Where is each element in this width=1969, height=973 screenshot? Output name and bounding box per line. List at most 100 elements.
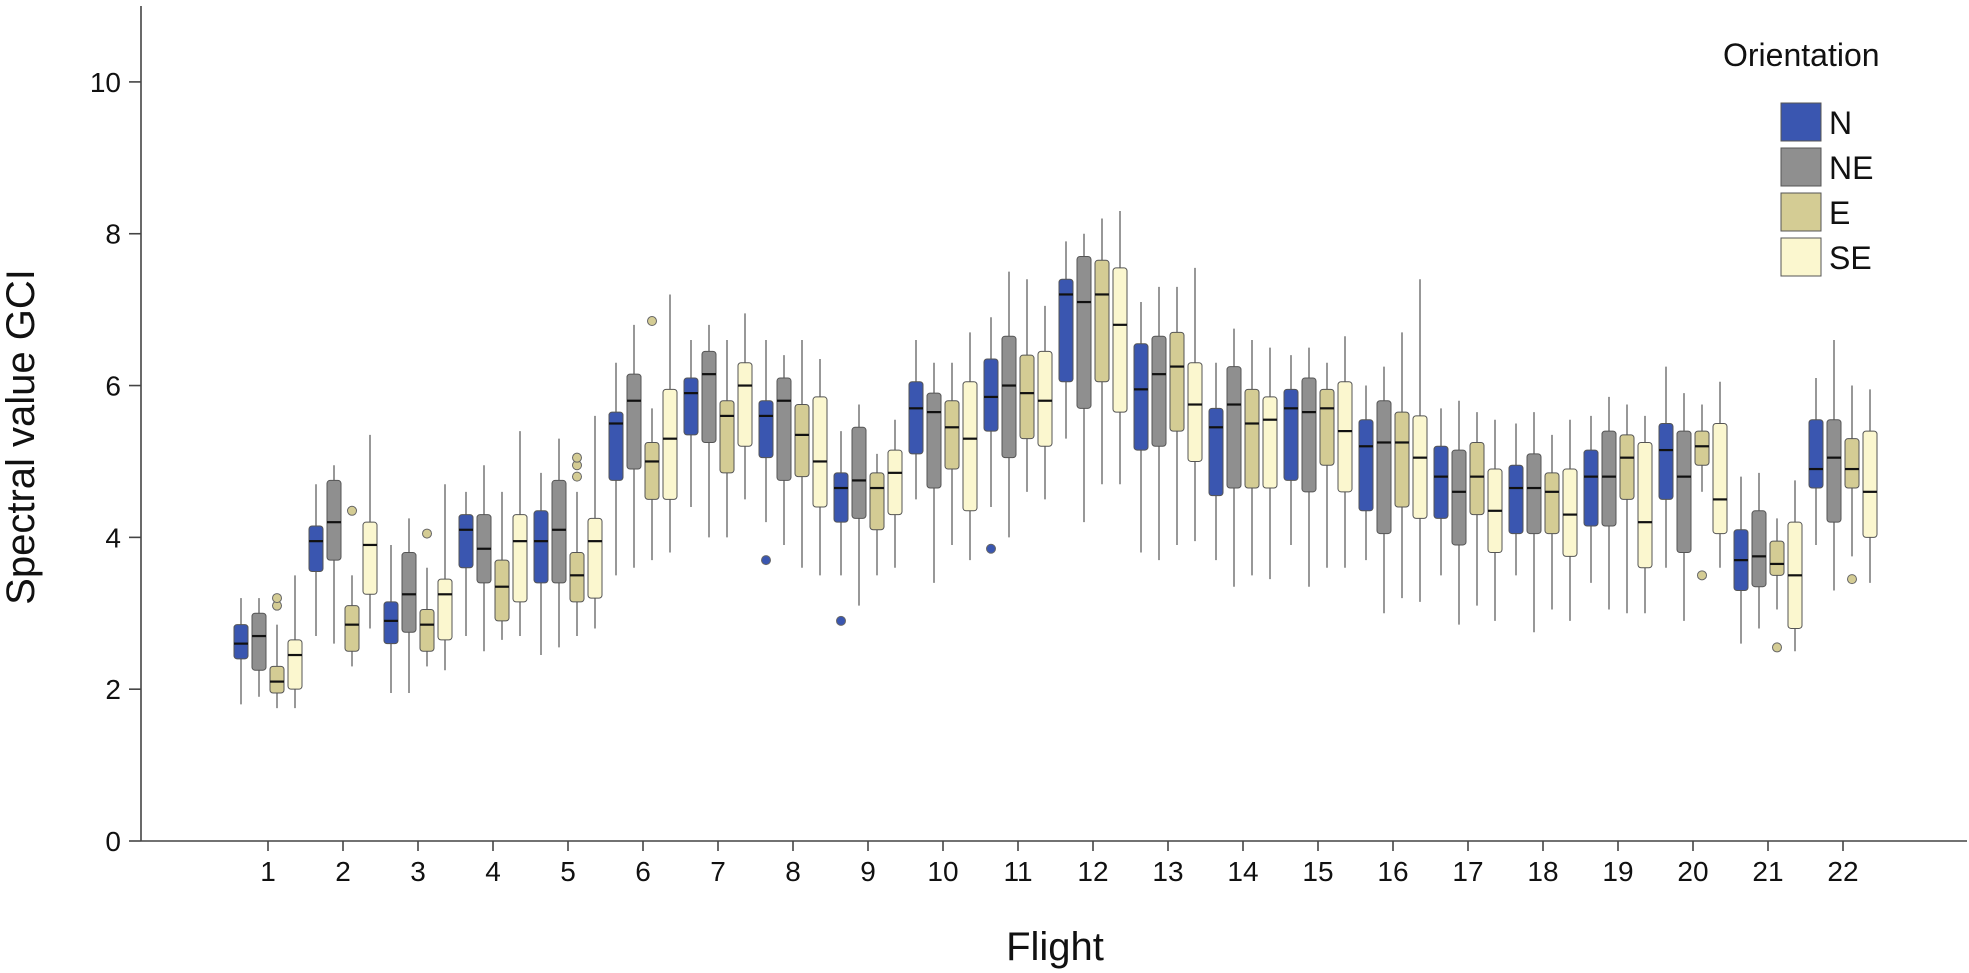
- box-body: [1544, 472, 1560, 535]
- x-tick-label: 11: [1003, 856, 1032, 887]
- box-body: [1058, 278, 1074, 383]
- box-body: [683, 377, 699, 436]
- box: [1412, 279, 1428, 602]
- box: [1076, 233, 1092, 523]
- box-body: [608, 411, 624, 481]
- box-body: [1076, 256, 1092, 409]
- box: [1169, 286, 1185, 545]
- box-body: [308, 525, 324, 573]
- box: [383, 544, 399, 693]
- box: [851, 404, 867, 606]
- box: [1151, 286, 1167, 561]
- box: [569, 452, 585, 637]
- box: [401, 518, 417, 693]
- x-tick-label: 1: [260, 856, 276, 887]
- outlier-point: [572, 471, 582, 482]
- legend-title: Orientation: [1723, 37, 1880, 73]
- box-body: [233, 624, 249, 660]
- box: [662, 294, 678, 553]
- box-body: [1862, 430, 1878, 538]
- x-tick-label: 6: [635, 856, 651, 887]
- box: [1187, 267, 1203, 542]
- x-tick-label: 21: [1752, 856, 1783, 887]
- box: [326, 465, 342, 644]
- box-body: [662, 388, 678, 500]
- box: [233, 598, 249, 705]
- box: [719, 340, 735, 538]
- x-tick-label: 20: [1677, 856, 1708, 887]
- box-body: [569, 552, 585, 603]
- box-body: [983, 358, 999, 432]
- box-body: [1583, 449, 1599, 527]
- box: [419, 528, 435, 667]
- box-body: [1712, 423, 1728, 535]
- series-e: [269, 218, 1860, 709]
- box-body: [512, 514, 528, 603]
- box-body: [1262, 396, 1278, 489]
- legend-label: NE: [1829, 150, 1873, 186]
- legend: Orientation N NE E SE: [1723, 37, 1880, 277]
- box-body: [1187, 362, 1203, 462]
- box: [1544, 434, 1560, 610]
- y-tick-label: 0: [105, 826, 121, 857]
- legend-label: SE: [1829, 240, 1872, 276]
- box-body: [962, 381, 978, 512]
- box-body: [1808, 419, 1824, 489]
- box: [1433, 408, 1449, 576]
- x-tick-label: 9: [860, 856, 876, 887]
- y-axis-ticks: 0 2 4 6 8 10: [90, 67, 141, 857]
- x-tick-label: 3: [410, 856, 426, 887]
- box: [1376, 366, 1392, 614]
- legend-swatch: [1780, 102, 1822, 142]
- box: [308, 484, 324, 637]
- box-body: [494, 559, 510, 622]
- box: [1826, 340, 1842, 591]
- box: [344, 505, 360, 667]
- box-body: [1451, 449, 1467, 546]
- box-body: [1301, 377, 1317, 493]
- box-body: [251, 612, 267, 671]
- box: [1133, 302, 1149, 553]
- box: [1358, 385, 1374, 561]
- axes: [140, 6, 1967, 842]
- box-body: [1676, 430, 1692, 554]
- box: [1301, 347, 1317, 587]
- box: [476, 465, 492, 652]
- outlier-point: [761, 555, 771, 566]
- box: [1508, 423, 1524, 576]
- series-se: [287, 210, 1878, 709]
- box-body: [869, 472, 885, 531]
- box: [1319, 362, 1335, 568]
- x-tick-label: 10: [927, 856, 958, 887]
- x-tick-label: 5: [560, 856, 576, 887]
- box-body: [1376, 400, 1392, 535]
- box: [1601, 396, 1617, 610]
- box-body: [1508, 464, 1524, 535]
- box-body: [719, 400, 735, 474]
- box: [1337, 336, 1353, 568]
- box: [1283, 355, 1299, 545]
- box: [1037, 305, 1053, 500]
- box: [1094, 218, 1110, 485]
- box-body: [1826, 419, 1842, 523]
- box-body: [1001, 335, 1017, 459]
- outlier-point: [647, 316, 657, 327]
- box: [533, 472, 549, 656]
- box-body: [1169, 331, 1185, 432]
- box-body: [644, 441, 660, 500]
- box: [362, 434, 378, 629]
- box: [683, 340, 699, 507]
- x-tick-label: 18: [1527, 856, 1558, 887]
- box: [1808, 377, 1824, 545]
- legend-swatch: [1780, 237, 1822, 277]
- box: [812, 358, 828, 576]
- x-tick-label: 4: [485, 856, 501, 887]
- box: [608, 362, 624, 576]
- box-body: [1619, 434, 1635, 500]
- box-body: [1019, 354, 1035, 440]
- box: [1712, 381, 1728, 568]
- box: [1469, 412, 1485, 606]
- box: [701, 324, 717, 538]
- outlier-point: [1697, 570, 1707, 581]
